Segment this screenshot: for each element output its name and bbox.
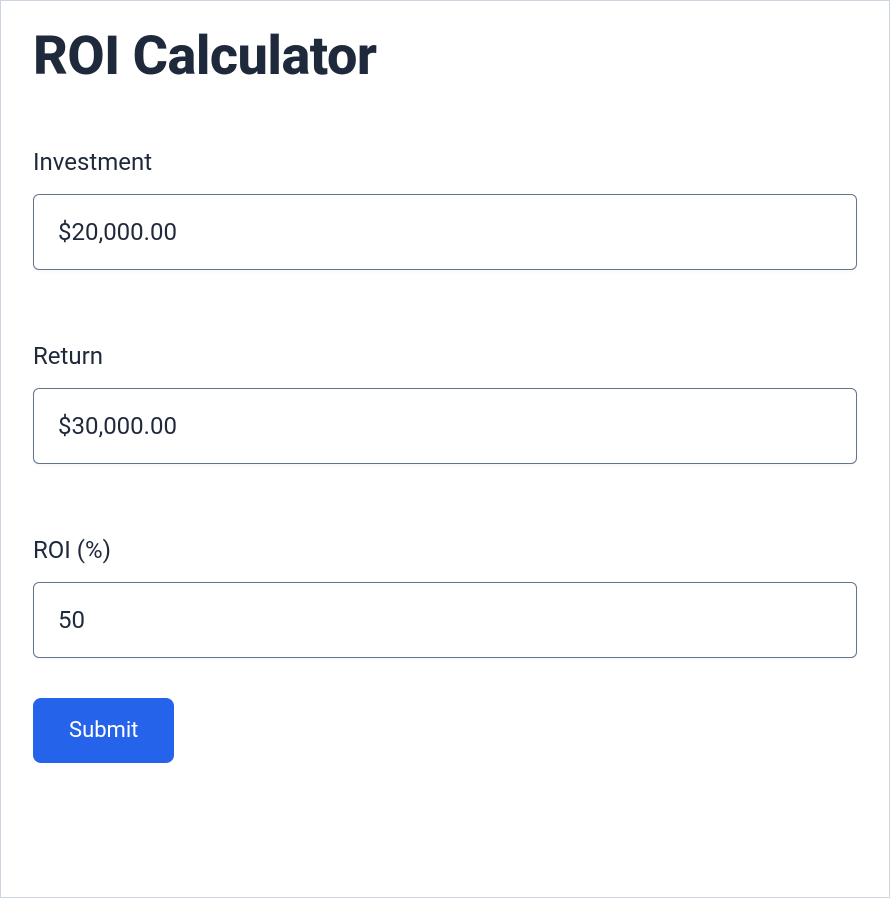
return-input[interactable] — [33, 388, 857, 464]
calculator-container: ROI Calculator Investment Return ROI (%)… — [0, 0, 890, 898]
submit-button[interactable]: Submit — [33, 698, 174, 763]
return-label: Return — [33, 342, 857, 370]
investment-label: Investment — [33, 148, 857, 176]
roi-label: ROI (%) — [33, 536, 857, 564]
investment-field-group: Investment — [33, 148, 857, 270]
roi-field-group: ROI (%) — [33, 536, 857, 658]
page-title: ROI Calculator — [33, 25, 857, 88]
roi-input[interactable] — [33, 582, 857, 658]
return-field-group: Return — [33, 342, 857, 464]
investment-input[interactable] — [33, 194, 857, 270]
